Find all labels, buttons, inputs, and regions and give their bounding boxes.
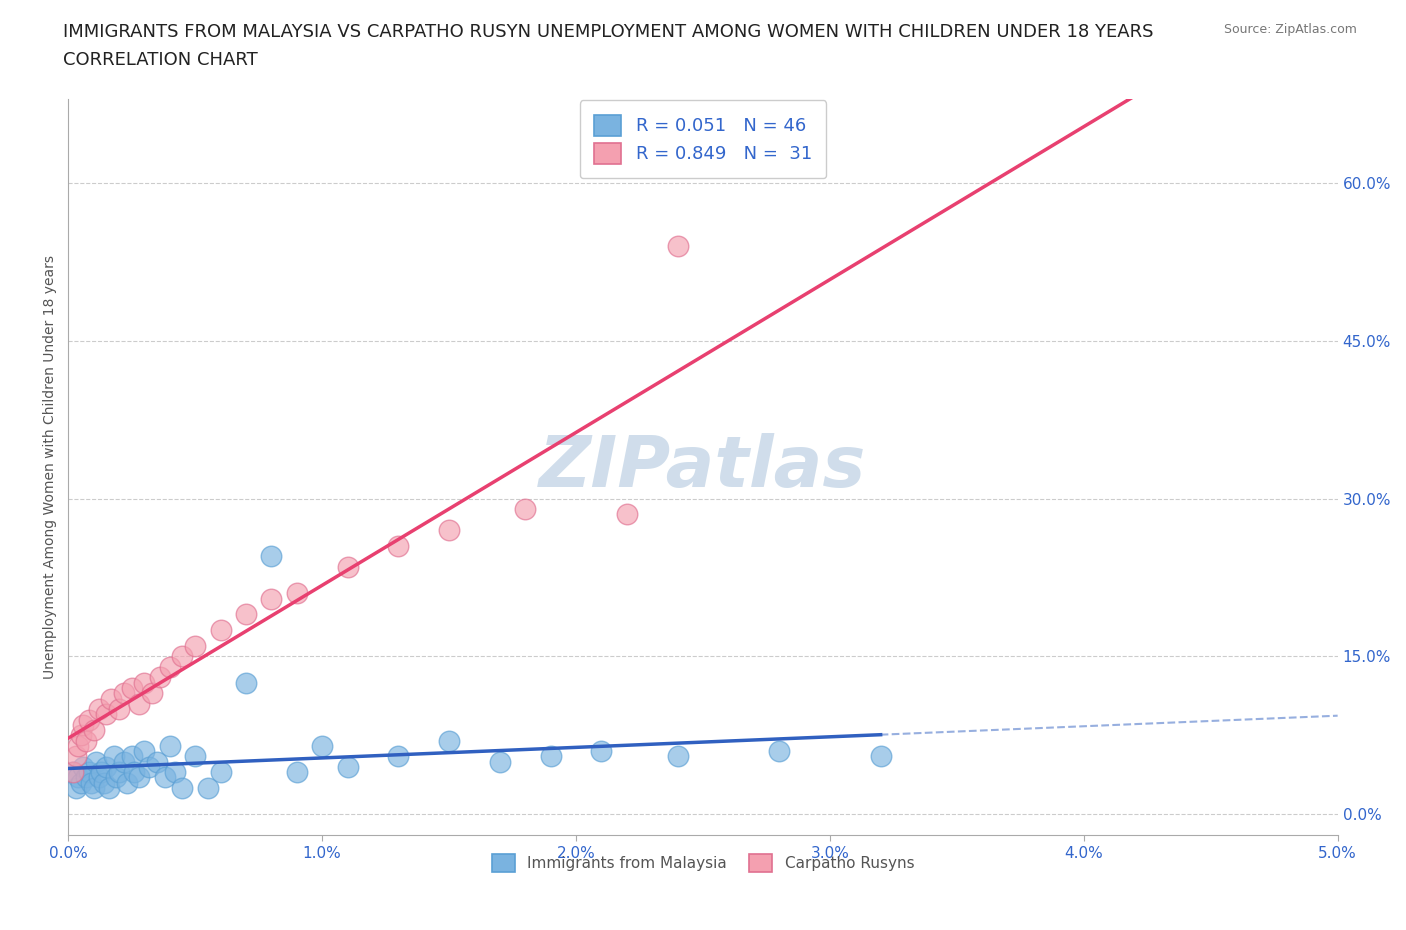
Point — [105, 770, 128, 785]
Point — [488, 754, 510, 769]
Point — [128, 770, 150, 785]
Point — [96, 760, 118, 775]
Text: ZIPatlas: ZIPatlas — [540, 432, 866, 501]
Point — [70, 728, 93, 743]
Point — [84, 754, 107, 769]
Point — [285, 764, 308, 779]
Point — [77, 712, 100, 727]
Point — [437, 523, 460, 538]
Point — [67, 770, 90, 785]
Point — [108, 701, 131, 716]
Point — [134, 675, 156, 690]
Point — [83, 780, 105, 795]
Text: Source: ZipAtlas.com: Source: ZipAtlas.com — [1223, 23, 1357, 36]
Point — [149, 670, 172, 684]
Legend: Immigrants from Malaysia, Carpatho Rusyns: Immigrants from Malaysia, Carpatho Rusyn… — [484, 846, 922, 879]
Point — [591, 744, 613, 759]
Point — [121, 749, 143, 764]
Point — [616, 507, 638, 522]
Point — [184, 639, 207, 654]
Point — [260, 549, 283, 564]
Point — [115, 776, 138, 790]
Point — [77, 764, 100, 779]
Point — [336, 760, 359, 775]
Text: CORRELATION CHART: CORRELATION CHART — [63, 51, 259, 69]
Point — [80, 776, 103, 790]
Point — [65, 780, 87, 795]
Point — [209, 623, 232, 638]
Point — [336, 560, 359, 575]
Point — [75, 733, 97, 748]
Point — [70, 776, 93, 790]
Point — [540, 749, 562, 764]
Point — [515, 501, 537, 516]
Point — [134, 744, 156, 759]
Point — [197, 780, 219, 795]
Point — [65, 749, 87, 764]
Point — [90, 764, 112, 779]
Point — [87, 770, 110, 785]
Point — [260, 591, 283, 606]
Point — [121, 681, 143, 696]
Point — [437, 733, 460, 748]
Point — [387, 749, 409, 764]
Point — [100, 691, 122, 706]
Point — [122, 764, 145, 779]
Point — [387, 538, 409, 553]
Point — [93, 776, 115, 790]
Point — [163, 764, 186, 779]
Point — [62, 764, 84, 779]
Point — [768, 744, 790, 759]
Point — [666, 239, 689, 254]
Point — [83, 723, 105, 737]
Point — [159, 659, 181, 674]
Point — [128, 697, 150, 711]
Point — [96, 707, 118, 722]
Point — [62, 764, 84, 779]
Point — [138, 760, 160, 775]
Point — [103, 749, 125, 764]
Point — [72, 717, 94, 732]
Point — [235, 607, 257, 622]
Point — [72, 760, 94, 775]
Point — [285, 586, 308, 601]
Point — [97, 780, 120, 795]
Point — [172, 649, 194, 664]
Y-axis label: Unemployment Among Women with Children Under 18 years: Unemployment Among Women with Children U… — [44, 255, 58, 679]
Point — [172, 780, 194, 795]
Point — [159, 738, 181, 753]
Point — [75, 770, 97, 785]
Text: IMMIGRANTS FROM MALAYSIA VS CARPATHO RUSYN UNEMPLOYMENT AMONG WOMEN WITH CHILDRE: IMMIGRANTS FROM MALAYSIA VS CARPATHO RUS… — [63, 23, 1154, 41]
Point — [112, 685, 135, 700]
Point — [666, 749, 689, 764]
Point — [869, 749, 891, 764]
Point — [141, 685, 163, 700]
Point — [209, 764, 232, 779]
Point — [311, 738, 333, 753]
Point — [108, 764, 131, 779]
Point — [112, 754, 135, 769]
Point — [184, 749, 207, 764]
Point — [235, 675, 257, 690]
Point — [146, 754, 169, 769]
Point — [153, 770, 176, 785]
Point — [67, 738, 90, 753]
Point — [87, 701, 110, 716]
